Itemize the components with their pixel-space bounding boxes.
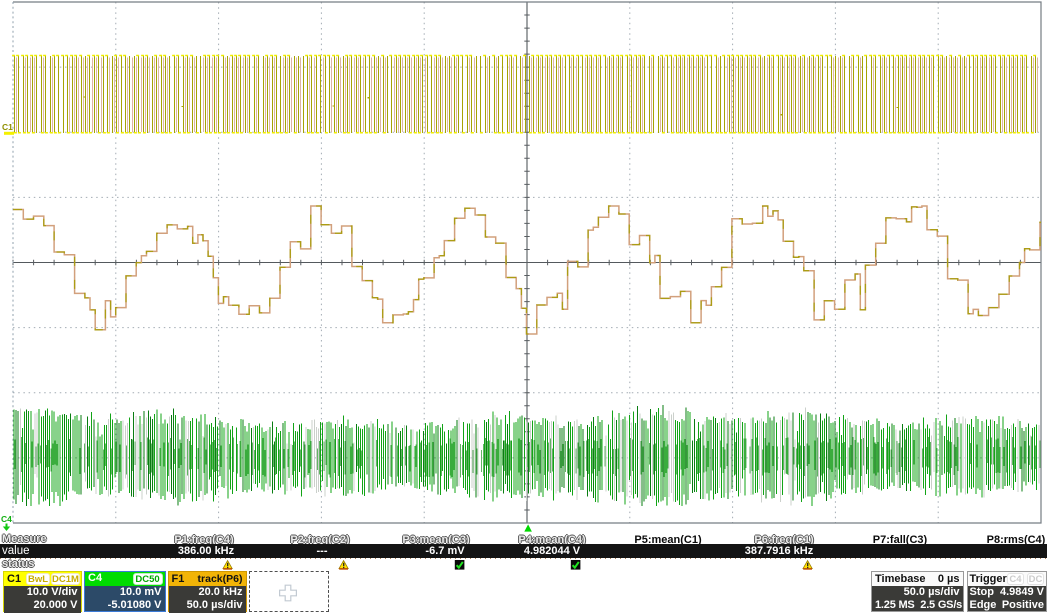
svg-text:C4: C4 (1, 514, 12, 524)
svg-text:C1: C1 (2, 122, 13, 132)
